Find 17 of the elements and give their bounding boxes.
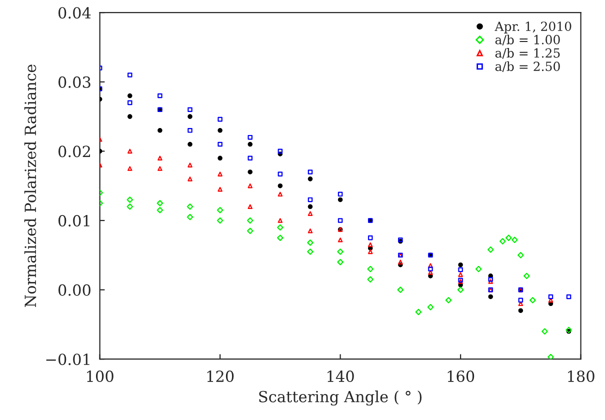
legend-label: a/b = 2.50: [495, 61, 560, 72]
x-tick-label: 160: [448, 370, 474, 382]
x-tick-label: 120: [207, 370, 234, 382]
y-axis-title: Normalized Polarized Radiance: [24, 64, 36, 308]
y-tick-label: 0.00: [58, 284, 90, 296]
y-tick-label: 0.04: [58, 7, 91, 19]
x-tick-label: 180: [568, 370, 594, 382]
x-axis-title: Scattering Angle ( ° ): [259, 390, 422, 406]
legend-label: Apr. 1, 2010: [494, 22, 572, 34]
x-tick-label: 140: [328, 370, 354, 382]
y-tick-label: 0.02: [58, 146, 90, 158]
y-tick-label: 0.03: [58, 76, 90, 88]
y-tick-label: −0.01: [46, 354, 90, 366]
legend-label: a/b = 1.00: [495, 34, 560, 46]
legend-label: a/b = 1.25: [495, 48, 560, 59]
x-tick-label: 100: [87, 370, 114, 382]
y-tick-label: 0.01: [58, 214, 90, 227]
